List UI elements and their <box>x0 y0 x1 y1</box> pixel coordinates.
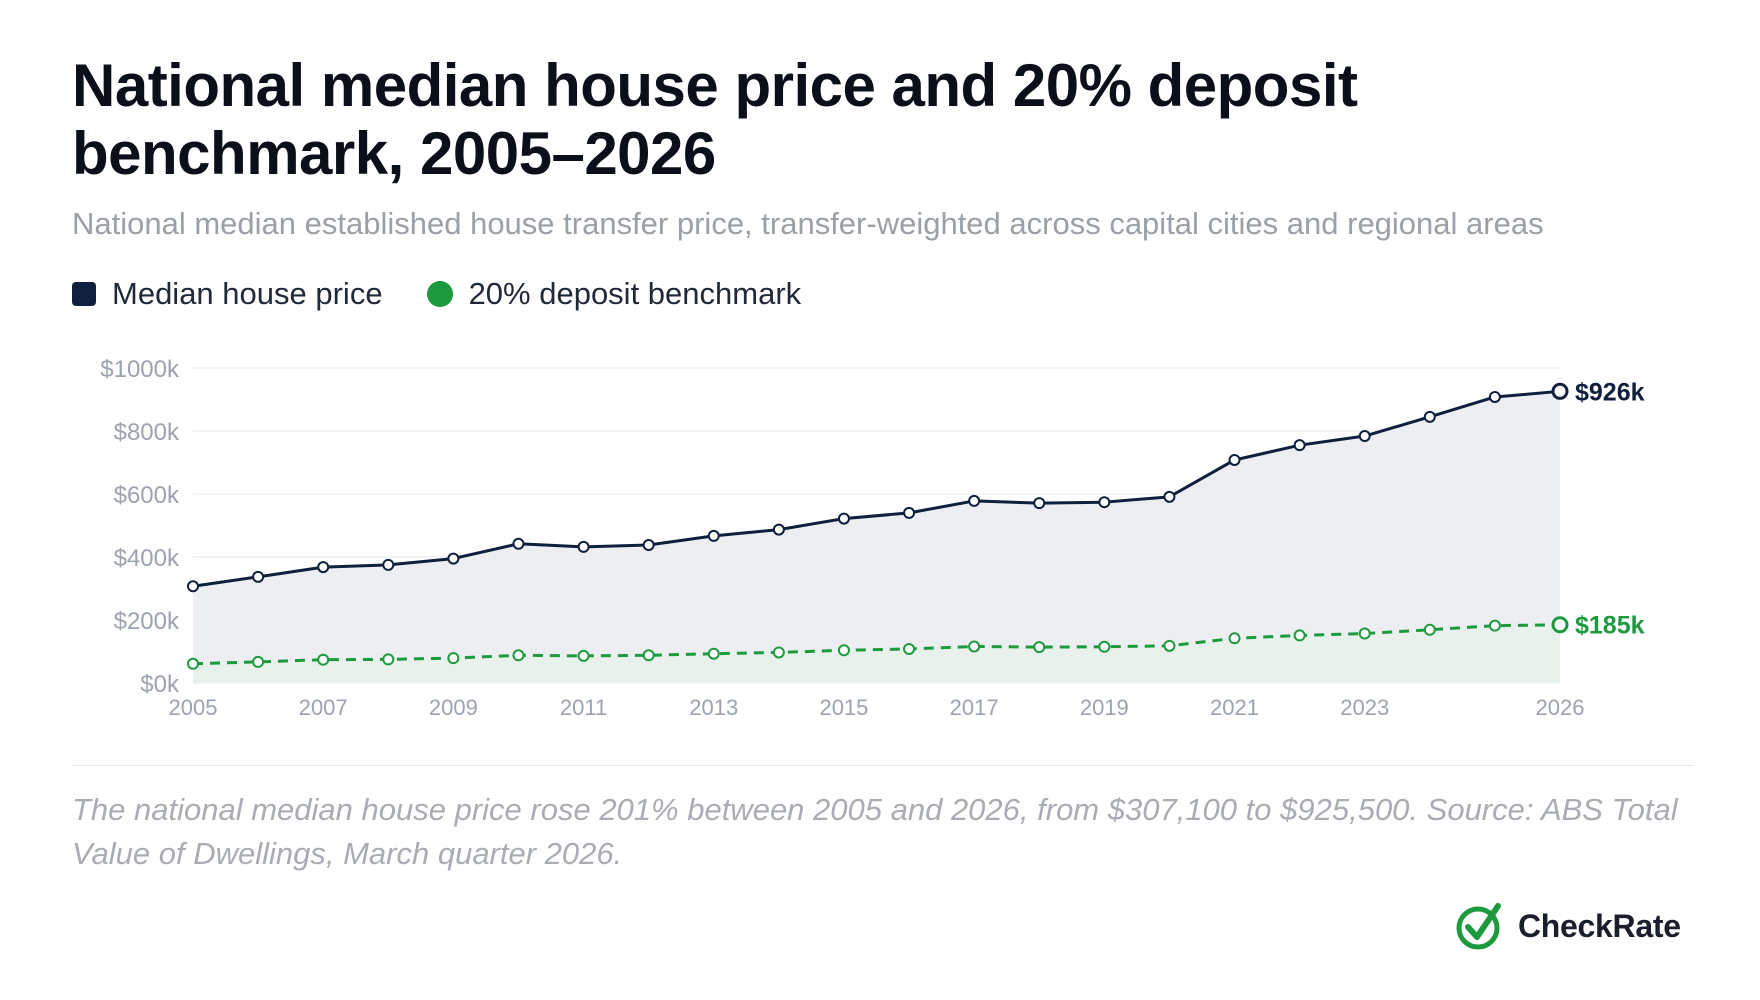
y-tick-label: $400k <box>114 545 180 572</box>
median-point <box>707 529 720 542</box>
median-point <box>382 558 395 571</box>
legend-label-median: Median house price <box>112 276 383 311</box>
legend-label-deposit: 20% deposit benchmark <box>468 276 802 311</box>
x-tick-label: 2007 <box>299 695 348 720</box>
median-point <box>447 552 460 565</box>
median-point <box>1293 439 1306 452</box>
y-tick-label: $200k <box>114 608 180 635</box>
y-tick-label: $0k <box>140 671 180 698</box>
median-point <box>837 512 850 525</box>
deposit-point <box>707 647 720 660</box>
deposit-area <box>193 624 1560 683</box>
deposit-point <box>317 653 330 666</box>
median-point <box>903 506 916 519</box>
y-tick-label: $600k <box>114 482 180 509</box>
deposit-point <box>382 653 395 666</box>
median-point <box>252 570 265 583</box>
deposit-point <box>1098 640 1111 653</box>
chart-title: National median house price and 20% depo… <box>72 52 1358 187</box>
chart-subtitle: National median established house transf… <box>72 206 1544 241</box>
deposit-point <box>1358 627 1371 640</box>
median-point <box>512 537 525 550</box>
deposit-end-label: $185k <box>1575 612 1645 640</box>
x-tick-label: 2023 <box>1340 695 1389 720</box>
deposit-point <box>577 649 590 662</box>
median-line <box>192 389 1561 588</box>
check-circle-icon <box>1456 903 1501 950</box>
median-point <box>1163 490 1176 503</box>
median-point <box>1551 382 1569 400</box>
deposit-point <box>903 642 916 655</box>
x-tick-label: 2017 <box>950 695 999 720</box>
x-tick-label: 2013 <box>689 695 738 720</box>
x-tick-label: 2005 <box>169 695 218 720</box>
brand-logo: CheckRate <box>1454 900 1681 952</box>
median-point <box>577 540 590 553</box>
x-tick-label: 2009 <box>429 695 478 720</box>
median-point <box>1423 410 1436 423</box>
legend: Median house price 20% deposit benchmark <box>72 274 845 314</box>
median-point <box>1098 496 1111 509</box>
deposit-point <box>1488 619 1501 632</box>
x-tick-label: 2021 <box>1210 695 1259 720</box>
median-point <box>1488 390 1501 403</box>
y-tick-label: $800k <box>114 419 180 446</box>
x-tick-label: 2011 <box>560 695 607 720</box>
divider <box>72 765 1694 766</box>
legend-item-deposit: 20% deposit benchmark <box>426 276 802 312</box>
deposit-point <box>1551 616 1569 634</box>
median-point <box>968 494 981 507</box>
median-point <box>317 561 330 574</box>
median-point <box>772 523 785 536</box>
median-area <box>193 391 1560 683</box>
deposit-point <box>252 655 265 668</box>
legend-swatch-median <box>72 282 96 306</box>
median-point <box>1033 497 1046 510</box>
deposit-point <box>1228 632 1241 645</box>
median-end-label: $926k <box>1575 378 1645 406</box>
deposit-point <box>1033 641 1046 654</box>
x-tick-label: 2019 <box>1080 695 1129 720</box>
median-point <box>1358 430 1371 443</box>
deposit-point <box>1423 623 1436 636</box>
deposit-point <box>512 649 525 662</box>
x-tick-label: 2015 <box>819 695 868 720</box>
deposit-point <box>1163 639 1176 652</box>
line-chart: $0k $200k $400k $600k $800k $1000k 2005 2007 200… <box>100 356 1645 720</box>
deposit-point <box>187 657 199 670</box>
chart-caption: The national median house price rose 201… <box>72 792 1678 871</box>
deposit-line <box>192 623 1561 666</box>
deposit-point <box>447 652 460 665</box>
deposit-point <box>968 640 981 653</box>
y-tick-label: $1000k <box>100 356 180 383</box>
legend-swatch-deposit <box>426 281 453 307</box>
x-tick-label: 2026 <box>1536 695 1585 720</box>
brand-name: CheckRate <box>1518 907 1681 944</box>
median-point <box>187 580 199 593</box>
deposit-point <box>1293 629 1306 642</box>
deposit-point <box>837 644 850 657</box>
legend-item-median: Median house price <box>72 276 383 312</box>
deposit-point <box>642 649 655 662</box>
median-point <box>1228 453 1241 466</box>
median-point <box>642 539 655 552</box>
deposit-point <box>772 646 785 659</box>
